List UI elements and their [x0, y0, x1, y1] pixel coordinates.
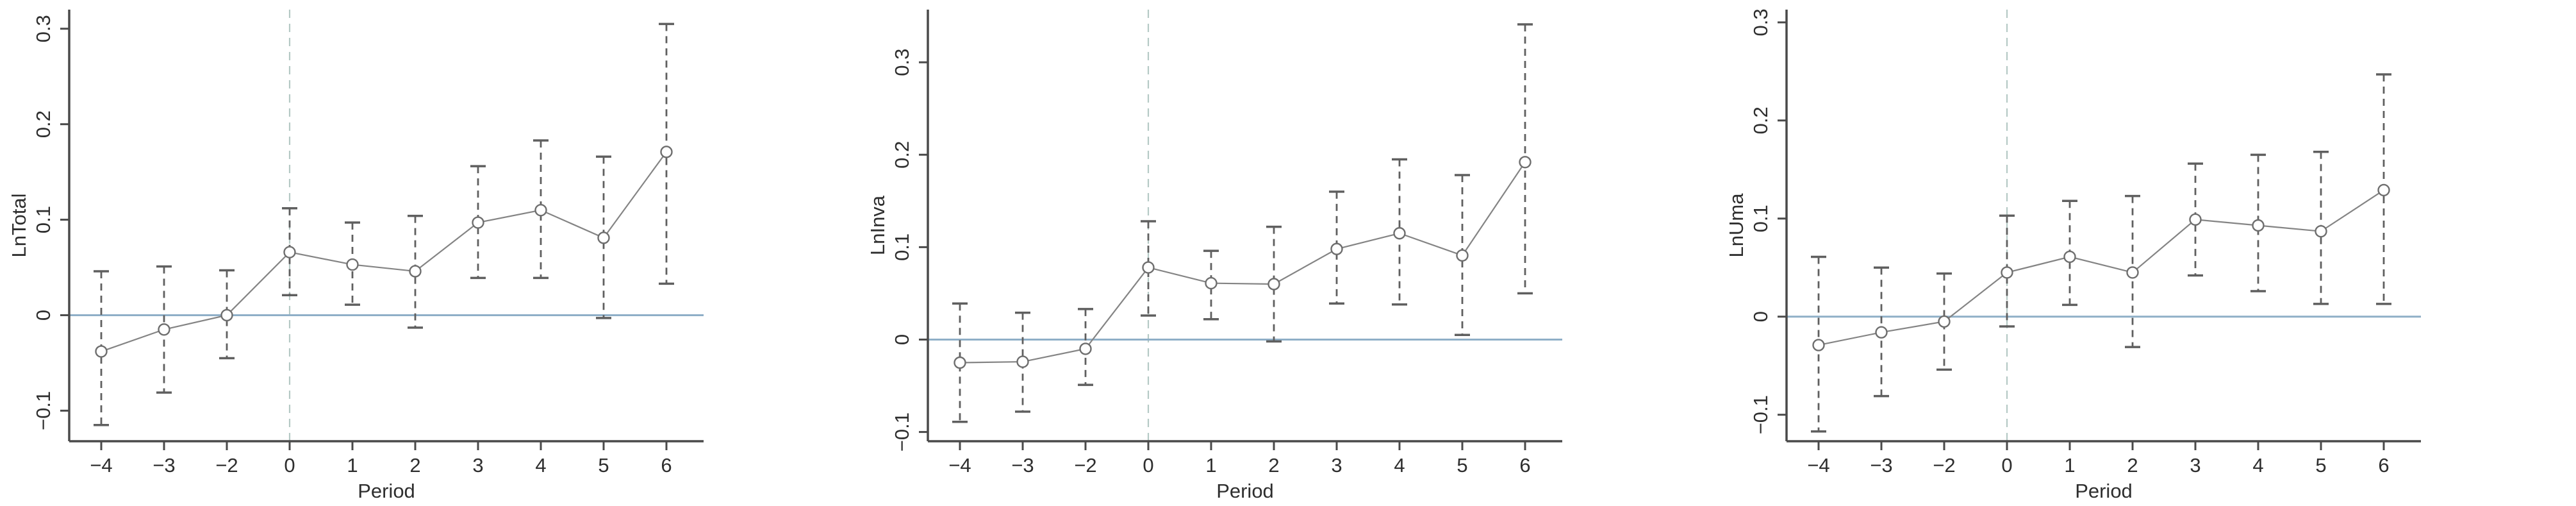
y-tick-label: −0.1	[32, 391, 54, 430]
y-tick-label: 0.1	[32, 206, 54, 233]
x-tick-label: 3	[2190, 454, 2200, 476]
x-tick-label: 1	[2064, 454, 2075, 476]
y-tick-label: 0.1	[891, 233, 913, 261]
x-tick-label: 0	[284, 454, 295, 476]
y-tick-label: 0.3	[891, 49, 913, 76]
y-tick-label: 0.3	[1749, 8, 1772, 36]
x-tick-label: 4	[535, 454, 546, 476]
estimate-marker	[1016, 355, 1029, 368]
estimate-marker	[597, 232, 610, 244]
x-tick-label: −3	[153, 454, 175, 476]
estimate-marker	[158, 323, 170, 336]
x-tick-label: −4	[90, 454, 112, 476]
estimate-marker	[1330, 242, 1343, 255]
x-tick-label: −2	[1933, 454, 1955, 476]
x-tick-label: 6	[1519, 454, 1530, 476]
x-tick-label: −3	[1870, 454, 1892, 476]
x-tick-label: 3	[472, 454, 483, 476]
y-tick-label: 0	[891, 334, 913, 345]
x-tick-label: −4	[948, 454, 971, 476]
y-tick-label: 0.2	[891, 141, 913, 169]
estimate-marker	[1519, 156, 1532, 169]
x-axis-title: Period	[2075, 480, 2133, 502]
y-tick-label: 0.1	[1749, 205, 1772, 232]
estimate-marker	[534, 203, 547, 217]
y-axis-title: LnTotal	[8, 194, 30, 258]
estimate-line	[101, 151, 667, 353]
chart-svg-lninva: −0.1 0 0.1 0.2 0.3 −4 −3 −2 0 1 2 3 4 5 6 LnInva Period	[866, 10, 1562, 502]
y-tick-label: 0.3	[32, 15, 54, 42]
estimate-marker	[1812, 339, 1825, 351]
estimate-marker	[2063, 250, 2076, 264]
x-tick-label: 1	[347, 454, 358, 476]
y-tick-label: −0.1	[891, 412, 913, 451]
estimate-line	[1818, 189, 2384, 346]
estimate-marker	[1875, 326, 1888, 339]
chart-panel-lninva: −0.1 0 0.1 0.2 0.3 −4 −3 −2 0 1 2 3 4 5 6 LnInva Period	[859, 0, 1717, 506]
estimate-marker	[1267, 278, 1280, 291]
x-axis-title: Period	[1216, 480, 1274, 502]
x-tick-label: 4	[1394, 454, 1405, 476]
x-tick-label: 4	[2252, 454, 2263, 476]
estimate-marker	[1456, 249, 1469, 262]
estimate-marker	[2126, 266, 2139, 279]
x-tick-label: 5	[1457, 454, 1467, 476]
chart-svg-lntotal: −0.1 0 0.1 0.2 0.3 −4 −3 −2 0 1 2 3 4 5 6 LnTotal Period	[8, 10, 704, 502]
estimate-marker	[2377, 183, 2390, 197]
estimate-marker	[1205, 276, 1218, 290]
estimate-marker	[283, 246, 296, 258]
estimate-marker	[346, 258, 359, 271]
estimate-marker	[1938, 315, 1951, 328]
y-axis-title: LnUma	[1725, 193, 1747, 258]
x-axis-title: Period	[358, 480, 415, 502]
estimate-marker	[220, 308, 233, 322]
x-tick-label: −3	[1011, 454, 1034, 476]
x-tick-label: 2	[409, 454, 420, 476]
estimate-marker	[95, 345, 108, 358]
x-tick-label: 3	[1331, 454, 1342, 476]
estimate-marker	[409, 265, 422, 278]
x-tick-label: 2	[1268, 454, 1279, 476]
estimate-marker	[660, 146, 673, 158]
y-tick-label: −0.1	[1749, 395, 1772, 434]
estimate-marker	[1393, 227, 1406, 240]
x-tick-label: 0	[1143, 454, 1153, 476]
estimate-line	[959, 162, 1526, 364]
estimate-marker	[2189, 213, 2202, 226]
chart-svg-lnuma: −0.1 0 0.1 0.2 0.3 −4 −3 −2 0 1 2 3 4 5 6 LnUma Period	[1725, 8, 2421, 502]
estimate-marker	[1142, 261, 1155, 274]
x-tick-label: 6	[2378, 454, 2389, 476]
y-tick-label: 0.2	[1749, 106, 1772, 134]
estimate-marker	[2252, 219, 2265, 232]
estimate-marker	[2315, 224, 2327, 238]
x-tick-label: 5	[598, 454, 609, 476]
estimate-marker	[472, 216, 484, 229]
x-tick-label: 0	[2001, 454, 2012, 476]
y-tick-label: 0	[32, 310, 54, 321]
estimate-marker	[2001, 266, 2013, 279]
chart-panel-lntotal: −0.1 0 0.1 0.2 0.3 −4 −3 −2 0 1 2 3 4 5 6 LnTotal Period	[0, 0, 859, 506]
x-tick-label: −2	[1074, 454, 1096, 476]
y-axis-title: LnInva	[866, 195, 889, 255]
x-tick-label: −2	[215, 454, 238, 476]
x-tick-label: 5	[2315, 454, 2326, 476]
chart-panel-lnuma: −0.1 0 0.1 0.2 0.3 −4 −3 −2 0 1 2 3 4 5 6 LnUma Period	[1717, 0, 2576, 506]
x-tick-label: 6	[661, 454, 672, 476]
x-tick-label: −4	[1807, 454, 1829, 476]
x-tick-label: 1	[1205, 454, 1216, 476]
estimate-marker	[954, 356, 966, 369]
estimate-marker	[1079, 342, 1092, 355]
x-tick-label: 2	[2127, 454, 2138, 476]
y-tick-label: 0	[1749, 311, 1772, 322]
y-tick-label: 0.2	[32, 110, 54, 138]
